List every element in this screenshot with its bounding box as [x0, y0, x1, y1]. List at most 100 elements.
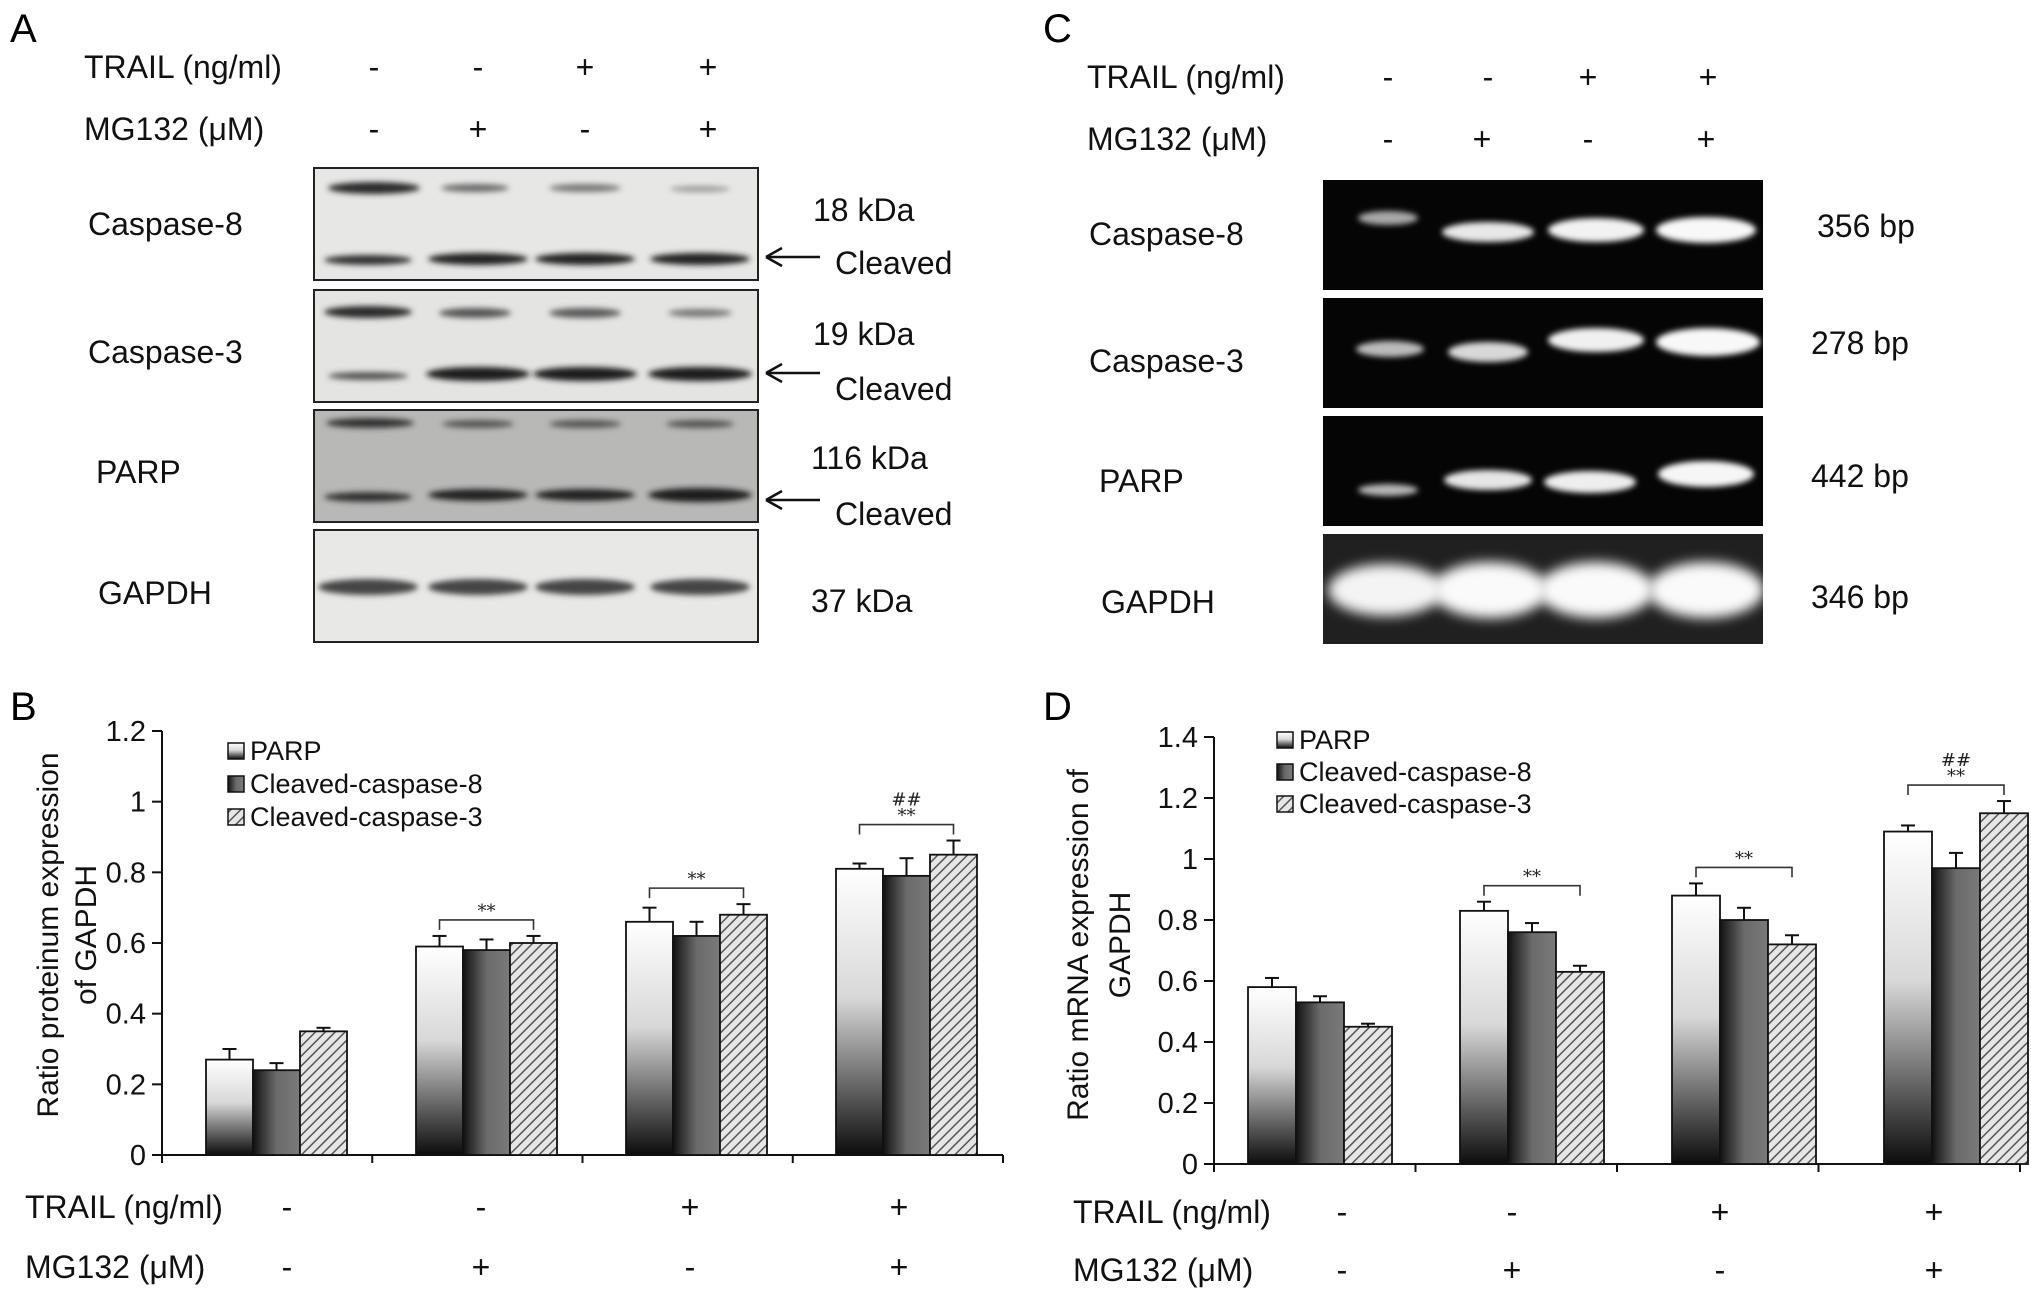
- western-blot-panel: TRAIL (ng/ml) MG132 (μM) - - + + - + - +: [84, 49, 952, 643]
- western-trail-values: - - + +: [369, 49, 718, 85]
- chart-d-legend-swatch-2: [1276, 763, 1294, 781]
- pcr-mg132-value-3: -: [1583, 121, 1594, 157]
- chart-b-ylabel: Ratio proteinum expression of GAPDH: [32, 752, 103, 1117]
- pcr-trail-value-2: -: [1483, 59, 1494, 95]
- cleaved-arrow-1: [765, 246, 820, 268]
- chart-d-plot-area: 00.20.40.60.811.21.4******##: [1158, 722, 2029, 1181]
- western-row-label-4: GAPDH: [98, 575, 212, 611]
- pcr-size-3: 442 bp: [1811, 458, 1909, 494]
- chart-b-legend-swatch-2: [227, 775, 245, 793]
- western-mg132-label: MG132 (μM): [84, 111, 264, 147]
- western-mg132-value-1: -: [369, 111, 380, 147]
- chart-d-bar: [1343, 1025, 1393, 1165]
- western-strip-caspase-3: [313, 289, 759, 403]
- chart-b-significance-mark: **: [478, 901, 496, 922]
- chart-d-mg132-value-3: -: [1715, 1252, 1726, 1288]
- chart-d-ylabel: Ratio mRNA expression of GAPDH: [1062, 768, 1137, 1120]
- chart-b-legend-swatch-3: [227, 808, 245, 826]
- pcr-trail-label: TRAIL (ng/ml): [1087, 59, 1285, 95]
- chart-d-bar: [1931, 867, 1981, 1165]
- pcr-row-label-4: GAPDH: [1101, 584, 1215, 620]
- chart-b-legend: PARP Cleaved-caspase-8 Cleaved-caspase-3: [227, 736, 483, 832]
- chart-b-legend-label-2: Cleaved-caspase-8: [250, 769, 483, 799]
- western-trail-value-3: +: [576, 49, 595, 85]
- pcr-strip-gapdh: [1323, 534, 1764, 644]
- pcr-gel-panel: TRAIL (ng/ml) MG132 (μM) - - + + - + - +: [1087, 59, 1915, 644]
- chart-b-bar: [415, 945, 464, 1156]
- chart-d-mg132-value-2: +: [1503, 1252, 1522, 1288]
- chart-b-bar: [929, 853, 978, 1156]
- pcr-mg132-values: - + - +: [1383, 121, 1716, 157]
- chart-d-bar: [1719, 919, 1769, 1165]
- chart-d-ytick-label: 0.8: [1158, 905, 1198, 937]
- western-cleaved-2: Cleaved: [835, 371, 952, 407]
- western-size-2: 19 kDa: [813, 316, 915, 352]
- chart-d-legend-swatch-1: [1276, 731, 1294, 749]
- western-cleaved-1: Cleaved: [835, 245, 952, 281]
- pcr-strip-caspase-3: [1323, 298, 1763, 408]
- chart-b-trail-value-1: -: [282, 1189, 293, 1225]
- cleaved-arrow-3: [765, 489, 820, 511]
- chart-b-significance-bracket: [648, 887, 745, 899]
- cleaved-arrow-2: [765, 362, 820, 384]
- panel-letter-d: D: [1043, 685, 1072, 729]
- chart-b-bar: [205, 1058, 254, 1156]
- chart-d-mg132-value-1: -: [1337, 1252, 1348, 1288]
- chart-d-bar: [1883, 830, 1933, 1165]
- chart-b-bar: [625, 920, 674, 1156]
- chart-d-trail-value-1: -: [1337, 1194, 1348, 1230]
- chart-b-mg132-label: MG132 (μM): [25, 1249, 205, 1285]
- western-strip-gapdh: [313, 529, 759, 643]
- chart-d-bar: [1247, 986, 1297, 1165]
- pcr-size-1: 356 bp: [1817, 208, 1915, 244]
- pcr-mg132-value-1: -: [1383, 121, 1394, 157]
- western-row-label-3: PARP: [96, 454, 181, 490]
- chart-d-legend-swatch-3: [1276, 795, 1294, 813]
- panel-letter-a: A: [10, 7, 37, 51]
- pcr-row-label-1: Caspase-8: [1089, 216, 1244, 252]
- pcr-strip-parp: [1323, 416, 1763, 526]
- chart-b-significance-mark: **: [688, 869, 706, 890]
- western-trail-value-1: -: [369, 49, 380, 85]
- chart-d-ylabel-line-1: Ratio mRNA expression of: [1062, 768, 1095, 1120]
- chart-b-significance-bracket: [858, 823, 955, 835]
- chart-d-trail-value-3: +: [1711, 1194, 1730, 1230]
- chart-b-bar: [509, 942, 558, 1156]
- chart-b: 00.20.40.60.811.2******## Ratio proteinu…: [25, 716, 1004, 1285]
- chart-d-mg132-label: MG132 (μM): [1073, 1252, 1253, 1288]
- chart-d-ytick-label: 1.4: [1158, 722, 1198, 754]
- chart-d-bar: [1671, 894, 1721, 1165]
- chart-b-bar: [672, 935, 721, 1156]
- panel-letter-c: C: [1043, 7, 1072, 51]
- western-row-label-2: Caspase-3: [88, 334, 243, 370]
- western-trail-value-2: -: [473, 49, 484, 85]
- chart-b-significance-mark: ##: [891, 790, 921, 811]
- chart-d-trail-value-2: -: [1507, 1194, 1518, 1230]
- chart-d-bar: [1459, 909, 1509, 1165]
- pcr-mg132-label: MG132 (μM): [1087, 121, 1267, 157]
- chart-b-ytick-label: 0.2: [106, 1069, 146, 1101]
- chart-d-ylabel-line-2: GAPDH: [1104, 892, 1137, 999]
- chart-d-ytick-label: 0.4: [1158, 1027, 1198, 1059]
- chart-d-ytick-label: 1: [1182, 844, 1198, 876]
- chart-b-ytick-label: 0: [130, 1140, 146, 1172]
- western-cleaved-3: Cleaved: [835, 496, 952, 532]
- pcr-trail-value-3: +: [1579, 59, 1598, 95]
- western-trail-label: TRAIL (ng/ml): [84, 49, 282, 85]
- western-size-4: 37 kDa: [811, 583, 913, 619]
- chart-b-legend-swatch-1: [227, 742, 245, 760]
- chart-d-significance-bracket: [1483, 884, 1581, 896]
- western-trail-value-4: +: [699, 49, 718, 85]
- chart-d-significance-mark: **: [1523, 867, 1541, 888]
- chart-b-condition-rows: TRAIL (ng/ml) MG132 (μM) - - + + - + - +: [25, 1189, 908, 1285]
- chart-b-trail-value-2: -: [476, 1189, 487, 1225]
- chart-b-ylabel-line-1: Ratio proteinum expression: [32, 752, 65, 1117]
- chart-d: 00.20.40.60.811.21.4******## Ratio mRNA …: [1062, 722, 2029, 1288]
- chart-b-plot-area: 00.20.40.60.811.2******##: [106, 716, 1004, 1172]
- chart-b-mg132-value-2: +: [472, 1249, 491, 1285]
- chart-b-significance-bracket: [438, 919, 535, 930]
- chart-d-bar: [1507, 931, 1557, 1165]
- pcr-trail-values: - - + +: [1383, 59, 1718, 95]
- chart-d-bar: [1979, 812, 2029, 1165]
